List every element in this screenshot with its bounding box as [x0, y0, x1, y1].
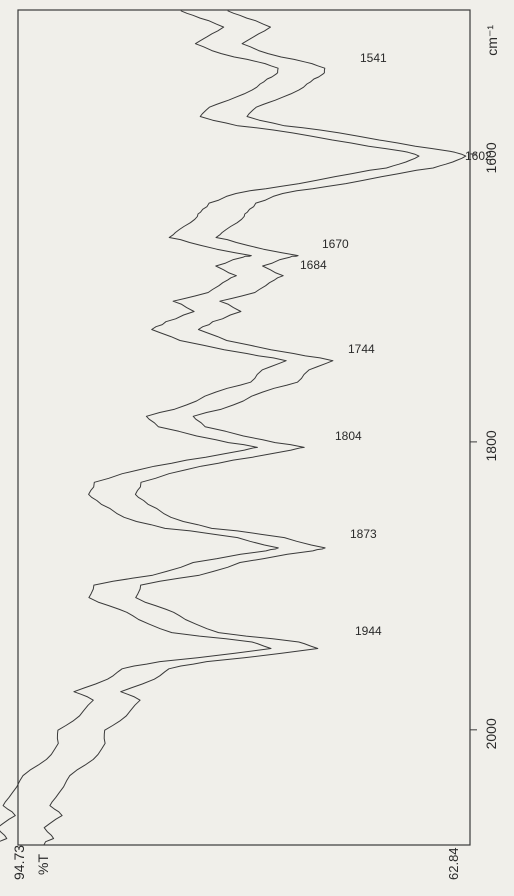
peak-label-1944: 1944: [355, 624, 382, 638]
tick-label-1600: 1600: [483, 142, 499, 173]
peak-label-1670: 1670: [322, 237, 349, 251]
yaxis-max-label: 94.73: [11, 845, 27, 880]
tick-label-2000: 2000: [483, 718, 499, 749]
peak-label-1684: 1684: [300, 258, 327, 272]
tick-label-1800: 1800: [483, 430, 499, 461]
x-axis-title: %T: [35, 854, 51, 875]
yaxis-min-label: 62.84: [446, 847, 461, 880]
y-axis-title: cm⁻¹: [484, 25, 500, 56]
peak-label-1541: 1541: [360, 51, 387, 65]
ir-spectrum-chart: cm⁻¹ %T 94.73 62.84 15411602167016841744…: [0, 0, 514, 896]
peak-label-1873: 1873: [350, 527, 377, 541]
peak-label-1744: 1744: [348, 342, 375, 356]
peak-label-1804: 1804: [335, 429, 362, 443]
chart-bg: [0, 0, 514, 896]
